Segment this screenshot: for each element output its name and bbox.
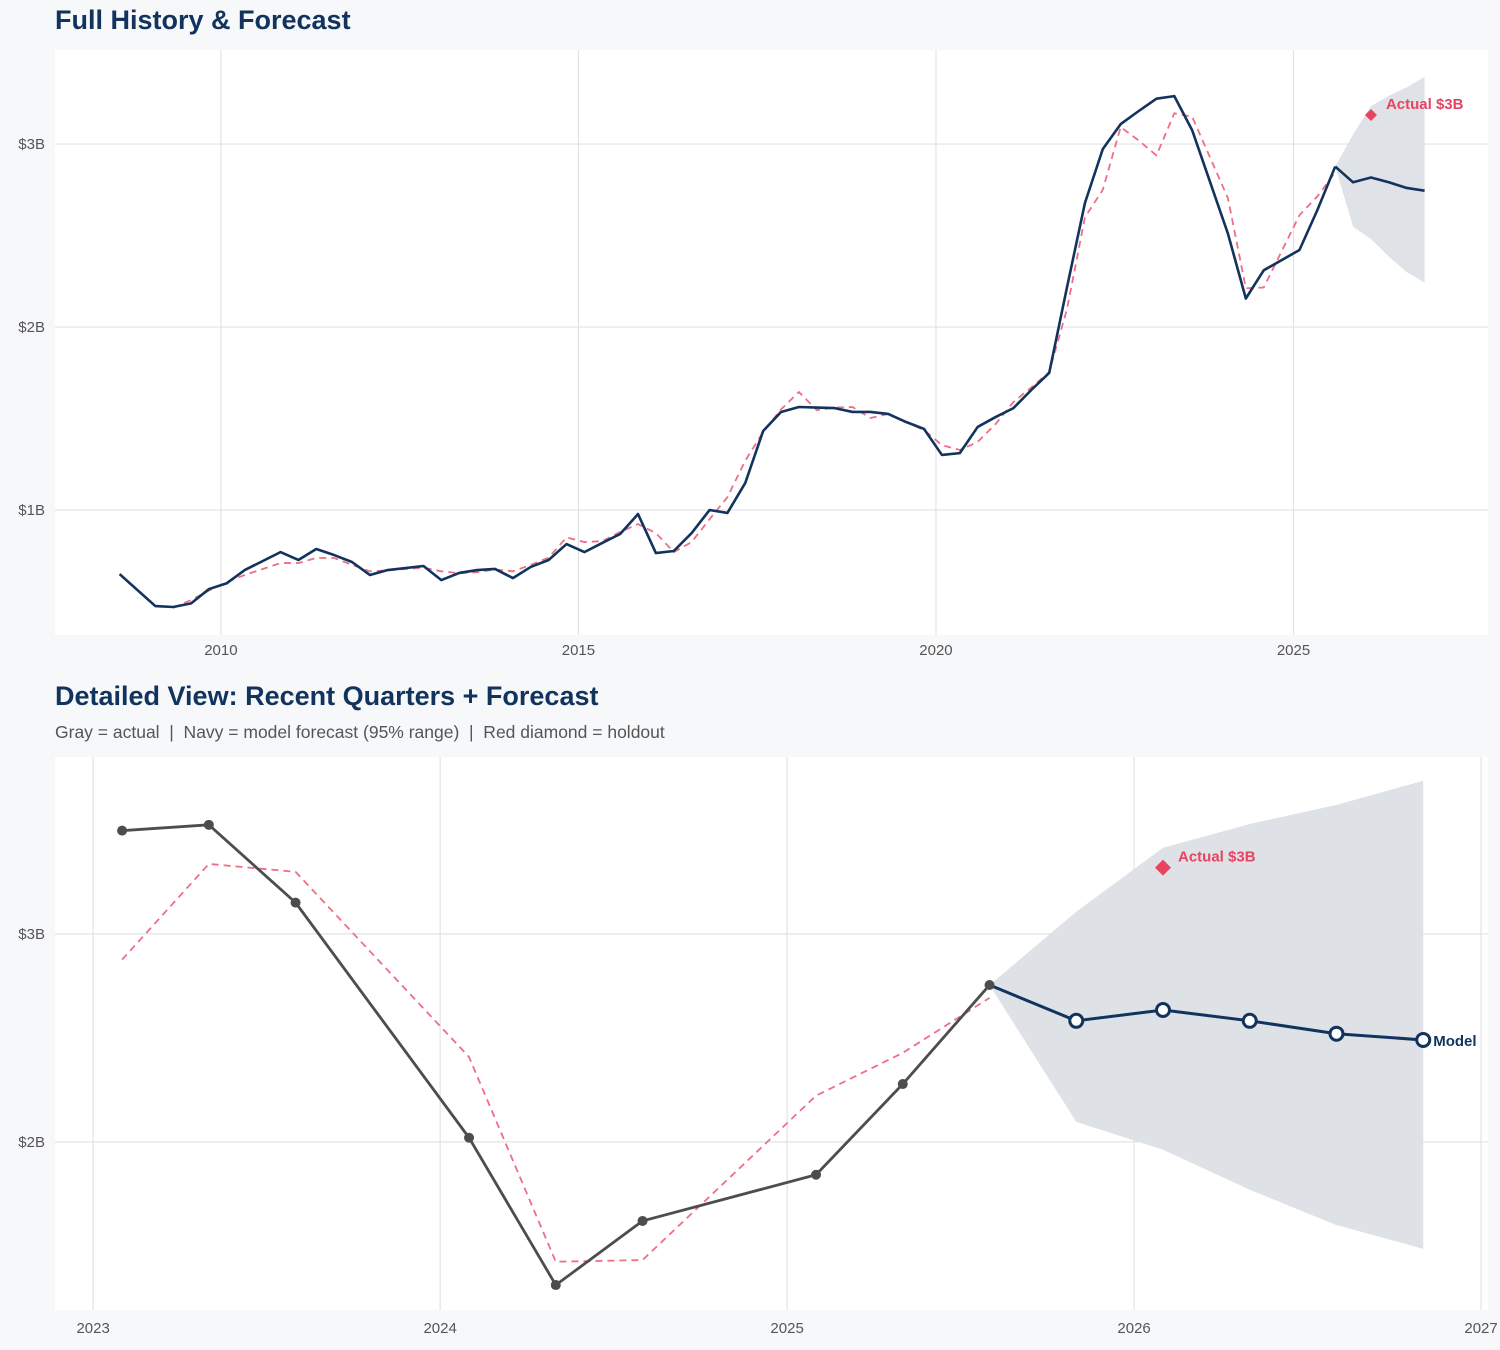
actual-point bbox=[897, 1079, 908, 1090]
holdout-diamond bbox=[1155, 859, 1172, 876]
chart-0: 2010 2015 2020 2025 $1B $2B $3B Actual $3B bbox=[18, 50, 1488, 659]
forecast-point bbox=[1068, 1012, 1085, 1029]
x-tick-label: 2024 bbox=[423, 1320, 456, 1337]
holdout-label: Actual $3B bbox=[1386, 96, 1464, 113]
x-tick-label: 2026 bbox=[1117, 1320, 1150, 1337]
actual-point bbox=[811, 1169, 822, 1180]
x-tick-label: 2025 bbox=[1277, 642, 1310, 659]
forecast-model-label: Model bbox=[1433, 1033, 1476, 1050]
y-tick-label: $3B bbox=[18, 136, 45, 153]
chart-title-detailed-view: Detailed View: Recent Quarters + Forecas… bbox=[55, 681, 599, 711]
x-tick-label: 2020 bbox=[919, 642, 952, 659]
y-tick-label: $3B bbox=[18, 926, 45, 943]
x-tick-label: 2027 bbox=[1464, 1320, 1497, 1337]
actual-point bbox=[984, 980, 995, 991]
actual-point bbox=[117, 825, 128, 836]
forecast-point bbox=[1241, 1012, 1258, 1029]
fitted-line bbox=[172, 112, 1336, 609]
x-tick-label: 2015 bbox=[562, 642, 595, 659]
actual-point bbox=[637, 1215, 648, 1226]
actual-point bbox=[550, 1280, 561, 1291]
x-tick-label: 2025 bbox=[770, 1320, 803, 1337]
actual-point bbox=[290, 897, 301, 908]
chart-title-full-history: Full History & Forecast bbox=[55, 5, 351, 35]
fitted-line bbox=[121, 863, 990, 1263]
x-tick-label: 2010 bbox=[204, 642, 237, 659]
actual-point bbox=[464, 1132, 475, 1143]
forecast-line bbox=[1334, 165, 1425, 192]
x-tick-label: 2023 bbox=[76, 1320, 109, 1337]
plot-area bbox=[55, 50, 1488, 635]
forecast-point bbox=[1328, 1025, 1345, 1042]
holdout-label: Actual $3B bbox=[1178, 849, 1256, 866]
chart-1: 2023 2024 2025 2026 2027 $2B $3B Model Actual $3… bbox=[18, 757, 1498, 1337]
y-tick-label: $2B bbox=[18, 319, 45, 336]
y-tick-label: $1B bbox=[18, 502, 45, 519]
y-tick-label: $2B bbox=[18, 1134, 45, 1151]
actual-line bbox=[118, 94, 1337, 609]
forecast-point bbox=[1155, 1001, 1172, 1018]
forecast-line bbox=[988, 983, 1424, 1042]
actual-point bbox=[203, 819, 214, 830]
chart-subtitle-legend: Gray = actual | Navy = model forecast (9… bbox=[55, 722, 665, 742]
holdout-diamond bbox=[1364, 108, 1377, 121]
forecast-point bbox=[1415, 1031, 1432, 1048]
